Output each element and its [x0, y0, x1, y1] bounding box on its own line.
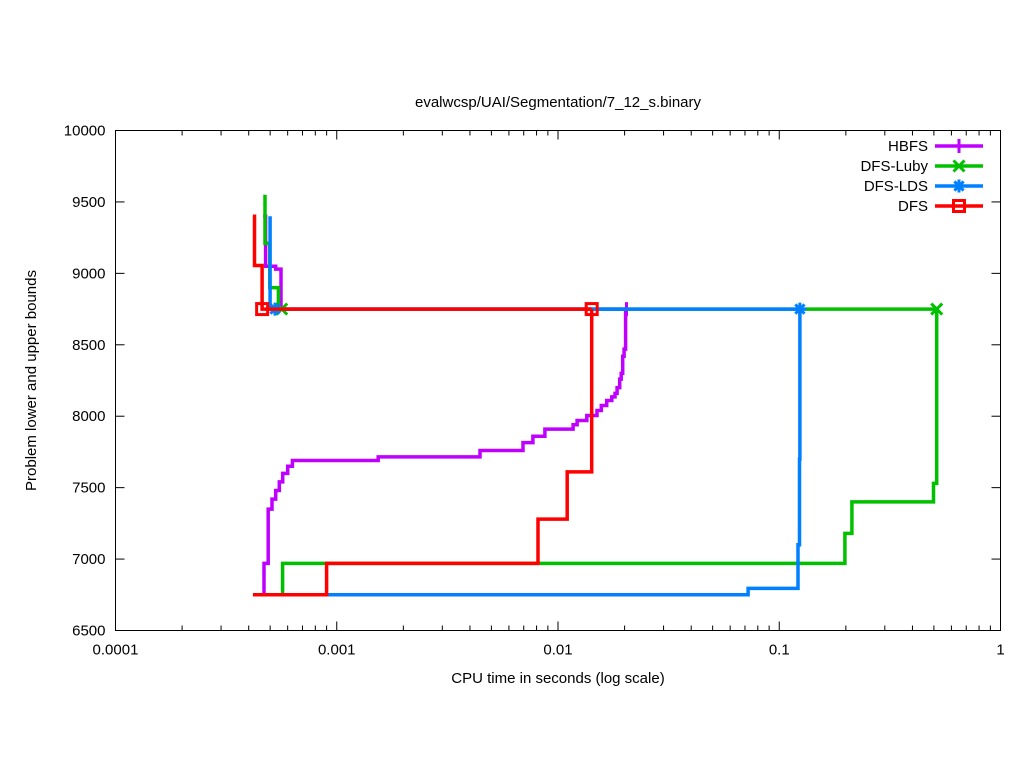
series-hbfs-lower-bound [262, 307, 628, 595]
series-dfs-lds-lower-bound [270, 309, 802, 597]
series-hbfs-upper-bound [263, 214, 627, 311]
series-dfs-lower-bound [252, 309, 594, 597]
x-tick-label: 0.01 [543, 642, 572, 659]
y-tick-label: 8000 [72, 408, 105, 425]
square-marker-icon [255, 302, 270, 317]
plot-border [115, 130, 1001, 631]
series-hbfs [262, 214, 634, 595]
x-tick-label: 0.1 [769, 642, 790, 659]
x-tick-label: 1 [996, 642, 1004, 659]
legend-label: DFS-Luby [860, 158, 928, 175]
y-tick-label: 6500 [72, 623, 105, 640]
x-axis-label: CPU time in seconds (log scale) [451, 670, 664, 687]
cross-marker-icon [930, 302, 944, 316]
x-axis: 0.0001 0.001 0.01 0.1 1 [93, 130, 1005, 659]
asterisk-marker-icon [952, 179, 966, 193]
square-marker-icon [584, 302, 599, 317]
y-tick-label: 9000 [72, 265, 105, 282]
legend-item-hbfs: HBFS [888, 138, 983, 155]
legend-label: DFS [898, 198, 928, 215]
series-dfs-luby-lower-bound [265, 309, 939, 597]
x-tick-label: 0.0001 [93, 642, 139, 659]
legend-label: DFS-LDS [864, 178, 928, 195]
y-tick-label: 10000 [64, 123, 106, 140]
asterisk-marker-icon [793, 302, 807, 316]
y-axis: 6500 7000 7500 8000 8500 9000 9500 10000 [64, 123, 1001, 640]
y-tick-label: 7500 [72, 480, 105, 497]
legend-label: HBFS [888, 138, 928, 155]
series-dfs-upper-bound [252, 214, 592, 311]
series-dfs [252, 214, 599, 597]
x-tick-label: 0.001 [318, 642, 356, 659]
legend: HBFS DFS-Luby DFS-LDS DFS [860, 138, 983, 215]
cross-marker-icon [952, 159, 966, 173]
chart-title: evalwcsp/UAI/Segmentation/7_12_s.binary [415, 94, 701, 111]
series-dfs-luby [263, 194, 944, 597]
legend-item-dfs-lds: DFS-LDS [864, 178, 983, 195]
square-marker-icon [952, 199, 966, 213]
y-tick-label: 7000 [72, 551, 105, 568]
y-tick-label: 8500 [72, 337, 105, 354]
y-tick-label: 9500 [72, 194, 105, 211]
legend-item-dfs: DFS [898, 198, 983, 215]
series-dfs-luby-upper-bound [263, 194, 937, 311]
plus-marker-icon [952, 139, 966, 153]
y-axis-label: Problem lower and upper bounds [23, 270, 40, 491]
legend-item-dfs-luby: DFS-Luby [860, 158, 983, 175]
series-dfs-lds-upper-bound [268, 216, 800, 311]
